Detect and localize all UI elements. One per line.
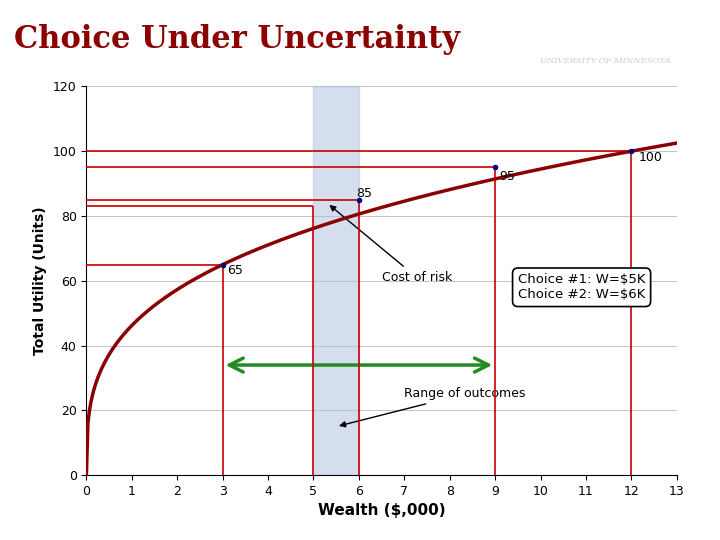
Text: 85: 85 xyxy=(356,186,373,200)
Y-axis label: Total Utility (Units): Total Utility (Units) xyxy=(33,206,48,355)
Text: Cost of risk: Cost of risk xyxy=(330,206,452,284)
Text: Choice Under Uncertainty: Choice Under Uncertainty xyxy=(14,24,460,55)
Text: Choice #1: W=$5K
Choice #2: W=$6K: Choice #1: W=$5K Choice #2: W=$6K xyxy=(518,273,645,301)
Text: 65: 65 xyxy=(228,264,243,278)
Text: Range of outcomes: Range of outcomes xyxy=(341,387,526,427)
Text: 95: 95 xyxy=(500,170,516,184)
Text: 100: 100 xyxy=(638,151,662,164)
Text: UNIVERSITY OF MINNESOTA: UNIVERSITY OF MINNESOTA xyxy=(539,57,670,65)
X-axis label: Wealth ($,000): Wealth ($,000) xyxy=(318,503,446,518)
Bar xyxy=(313,86,359,475)
Text: CARLSON SCHOOL
OF MANAGEMENT: CARLSON SCHOOL OF MANAGEMENT xyxy=(549,17,661,38)
